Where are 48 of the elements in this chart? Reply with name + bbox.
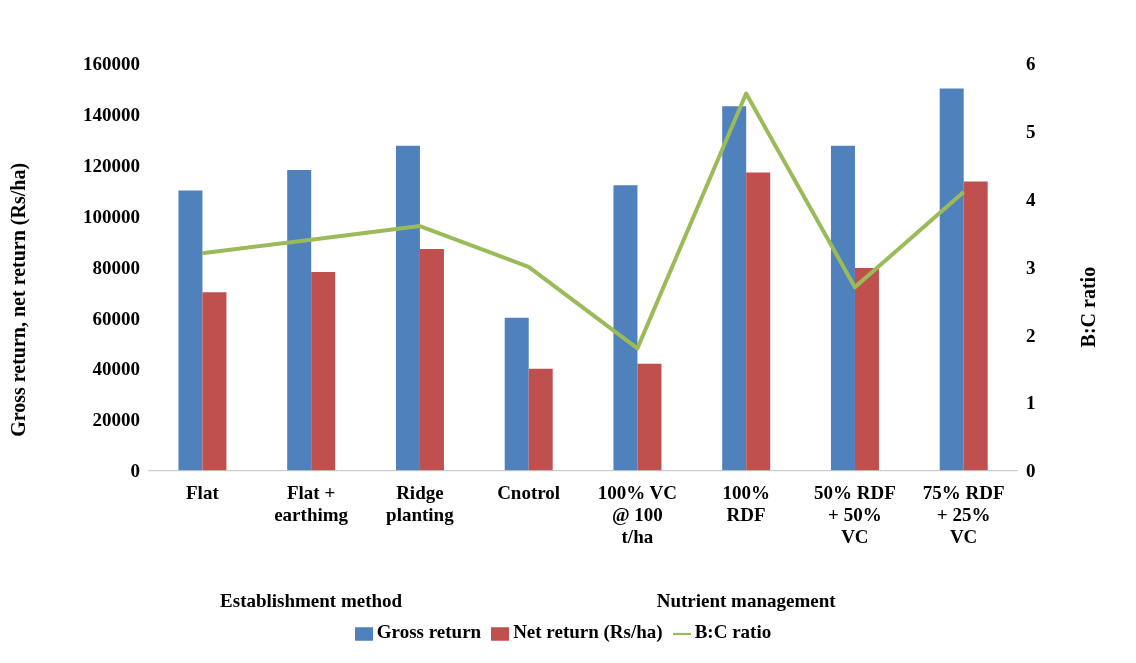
y-axis-title: Gross return, net return (Rs/ha) <box>7 162 31 437</box>
y-tick-label: 80000 <box>92 256 140 278</box>
x-tick-label: 100% VC @ 100 t/ha <box>597 481 678 547</box>
line-series <box>200 91 966 351</box>
y2-tick-label: 6 <box>1026 52 1036 74</box>
y-tick-label: 140000 <box>83 103 140 125</box>
legend-label: Gross return <box>376 620 482 642</box>
bar <box>637 363 662 471</box>
y-tick-label: 60000 <box>92 307 140 329</box>
x-tick-label: Flat <box>186 481 220 503</box>
bar <box>939 88 964 471</box>
bar <box>854 268 879 471</box>
bar <box>722 106 747 471</box>
bar <box>830 145 855 471</box>
y-tick-label: 40000 <box>92 358 140 380</box>
bar <box>504 317 529 471</box>
y2-tick-label: 0 <box>1026 460 1036 482</box>
bar <box>963 181 988 471</box>
text: Establishment method <box>220 589 403 611</box>
x-tick-label: Cnotrol <box>497 481 561 503</box>
bar <box>528 368 553 471</box>
y2-tick-label: 5 <box>1026 120 1036 142</box>
y-tick-label: 160000 <box>83 52 140 74</box>
y2-axis-title: B:C ratio <box>1077 266 1100 348</box>
bar <box>178 190 203 471</box>
y2-tick-label: 3 <box>1026 256 1036 278</box>
x-tick-label: 50% RDF + 50% VC <box>813 481 896 547</box>
text: Nutrient management <box>656 589 837 611</box>
x-tick-label: Flat + earthimg <box>274 481 349 525</box>
bar <box>419 249 444 471</box>
legend-label: Net return (Rs/ha) <box>513 620 663 642</box>
y-tick-label: 100000 <box>83 205 140 227</box>
y2-tick-label: 1 <box>1026 392 1036 414</box>
x-tick-label: 100% RDF <box>722 481 770 525</box>
bar <box>287 170 312 471</box>
y-tick-label: 120000 <box>83 154 140 176</box>
bar <box>202 292 227 471</box>
y2-tick-label: 4 <box>1026 188 1036 210</box>
x-tick-label: 75% RDF + 25% VC <box>922 481 1005 547</box>
bar <box>395 145 420 471</box>
legend-label: B:C ratio <box>694 620 772 642</box>
bar <box>613 185 638 471</box>
bar <box>746 172 771 471</box>
y2-tick-label: 2 <box>1026 324 1036 346</box>
bar <box>311 271 336 471</box>
x-tick-label: Ridge planting <box>386 481 455 525</box>
y-tick-label: 20000 <box>92 409 140 431</box>
y-tick-label: 0 <box>130 460 140 482</box>
